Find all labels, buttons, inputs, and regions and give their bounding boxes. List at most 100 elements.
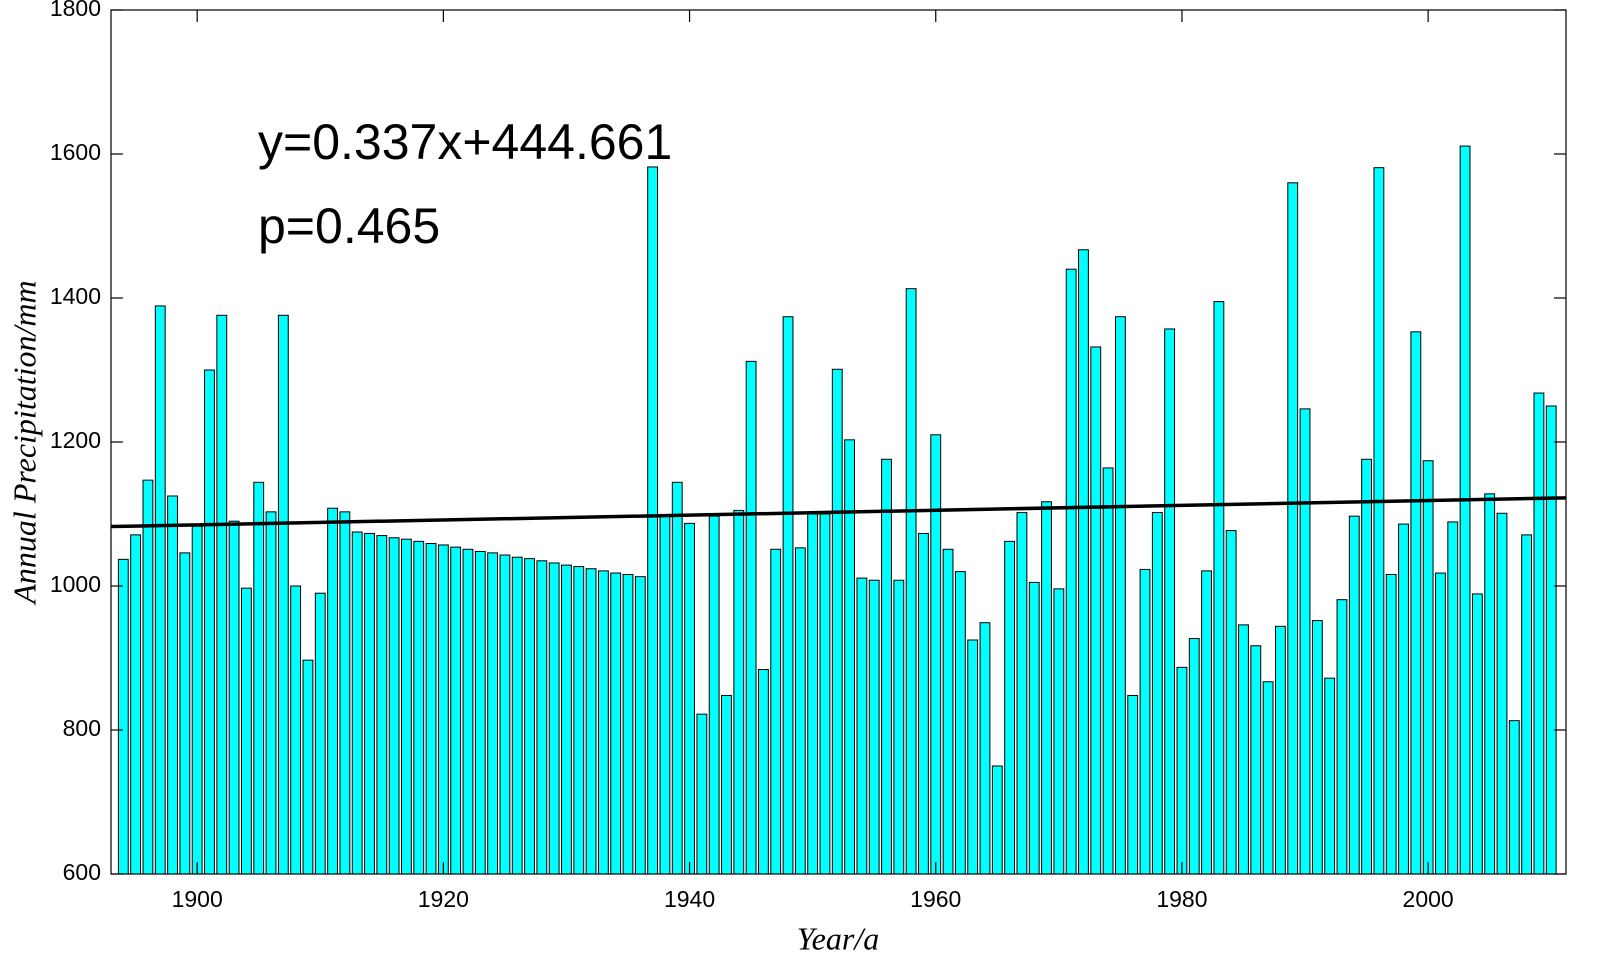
bar (240, 587, 252, 875)
bar (1238, 624, 1249, 875)
x-tick-label: 2000 (1403, 886, 1454, 912)
bar (1299, 408, 1311, 875)
bar (290, 585, 302, 875)
bar (413, 540, 425, 875)
bar (585, 568, 597, 875)
bar (647, 166, 659, 875)
bar (511, 556, 523, 875)
bar (1545, 405, 1557, 875)
bar (1176, 666, 1188, 875)
bar (265, 511, 277, 875)
bar (1262, 681, 1274, 875)
y-tick-label: 600 (63, 859, 101, 885)
annotation: p=0.465 (258, 198, 440, 254)
trend-line (110, 496, 1567, 529)
x-tick-label: 1900 (172, 886, 223, 912)
y-tick-label: 1600 (50, 139, 101, 165)
bar (881, 458, 892, 875)
bar (856, 577, 868, 875)
bar (499, 554, 511, 875)
y-tick-label: 1800 (50, 0, 101, 21)
x-axis-label: Year/a (797, 920, 879, 956)
y-axis-label: Annual Precipitation/mm (6, 280, 42, 605)
bar (930, 434, 942, 875)
bar (1164, 328, 1176, 875)
bar (1225, 530, 1237, 875)
bar (1385, 573, 1397, 875)
bar (819, 513, 831, 875)
bar (253, 481, 265, 875)
bar (228, 520, 240, 875)
bar (1053, 588, 1065, 875)
bar (1348, 515, 1360, 875)
bar (1078, 249, 1089, 875)
bar (1422, 460, 1434, 875)
bar (1336, 599, 1348, 875)
bar (191, 525, 203, 875)
bar (1508, 720, 1520, 875)
bar (991, 765, 1003, 875)
bar (610, 572, 622, 875)
bar (117, 558, 129, 875)
bar (770, 548, 782, 875)
y-tick-label: 800 (63, 715, 101, 741)
bar (918, 532, 929, 875)
bar (401, 538, 412, 875)
bar (1410, 331, 1422, 875)
bar (745, 360, 757, 875)
bar (388, 537, 400, 875)
bar (351, 531, 363, 875)
bar (905, 288, 917, 875)
bar (536, 560, 548, 875)
bar (561, 564, 572, 875)
x-tick-label: 1960 (910, 886, 961, 912)
bar (1114, 316, 1126, 875)
bar (327, 507, 338, 875)
bar (807, 513, 819, 875)
bar (634, 576, 646, 875)
bar (696, 713, 708, 875)
bar (524, 558, 535, 875)
bar (831, 368, 843, 875)
bar (954, 571, 966, 875)
bar (462, 548, 474, 875)
bar (376, 535, 388, 875)
bar (1447, 521, 1459, 875)
y-tick-label: 1400 (50, 283, 101, 309)
bar (1102, 467, 1114, 875)
bar (142, 479, 154, 875)
x-tick-label: 1920 (418, 886, 469, 912)
bar (487, 552, 499, 875)
bar (622, 573, 634, 875)
bar (425, 543, 437, 875)
bar (1065, 268, 1077, 875)
bar (437, 544, 449, 875)
bar (597, 570, 609, 875)
x-tick-label: 1940 (664, 886, 715, 912)
bar (1484, 493, 1496, 875)
bar (548, 562, 560, 875)
bar (1016, 512, 1028, 875)
bar (868, 579, 880, 875)
bar (1398, 523, 1409, 875)
bar (1201, 570, 1212, 875)
bar (216, 314, 228, 875)
bar (782, 316, 794, 875)
bar (1373, 167, 1385, 875)
bar (1004, 540, 1016, 875)
bar (979, 622, 991, 875)
bar (1533, 392, 1545, 875)
bar (167, 495, 178, 875)
bar (339, 511, 351, 875)
bar (130, 534, 142, 875)
bar (154, 305, 166, 875)
bar (1250, 645, 1262, 875)
bar (659, 515, 671, 875)
y-tick-label: 1200 (50, 427, 101, 453)
bar (893, 579, 905, 875)
bar (1459, 145, 1471, 875)
bar (277, 314, 289, 875)
bar (573, 566, 585, 875)
bar (708, 515, 720, 875)
